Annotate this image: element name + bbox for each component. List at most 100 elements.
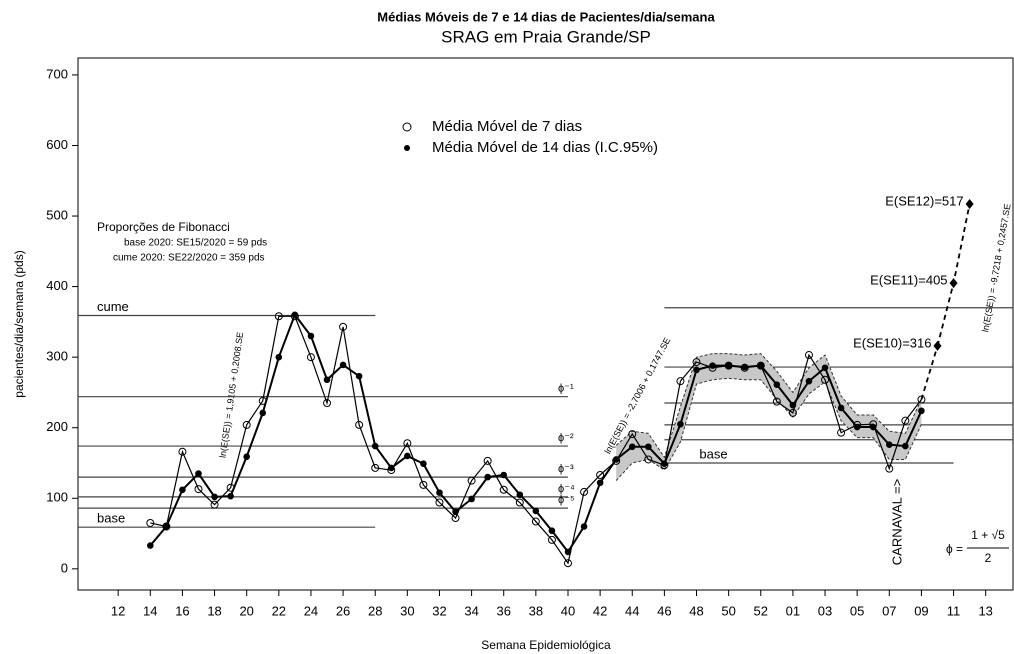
series-marker: [596, 479, 604, 487]
x-tick-label: 46: [657, 603, 671, 618]
series-marker: [419, 480, 428, 489]
series-marker: [179, 486, 186, 494]
y-tick-label: 400: [46, 278, 68, 293]
series-marker: [741, 363, 749, 371]
series-marker: [902, 442, 909, 450]
regression-label: ln(E(SE)) = 1,9105 + 0,2008.SE: [218, 331, 246, 458]
x-tick-label: 03: [818, 603, 832, 618]
series-marker: [547, 535, 556, 544]
x-tick-label: 34: [464, 603, 478, 618]
x-tick-label: 50: [721, 603, 735, 618]
series-marker: [227, 492, 234, 500]
y-tick-label: 100: [46, 490, 68, 505]
series-marker: [837, 428, 846, 437]
series-marker: [676, 377, 685, 386]
projection-label: E(SE10)=316: [853, 335, 931, 350]
series-marker: [661, 460, 668, 468]
projection-label: E(SE11)=405: [870, 273, 947, 288]
series-marker: [918, 407, 925, 415]
series-marker: [725, 362, 732, 369]
fibonacci-title: Proporções de Fibonacci: [97, 220, 230, 234]
legend-label: Média Móvel de 14 dias (I.C.95%): [432, 139, 658, 156]
series-marker: [355, 372, 363, 380]
series-marker: [306, 353, 315, 362]
series-marker: [516, 491, 524, 499]
series-marker: [404, 452, 411, 460]
series-marker: [499, 485, 508, 494]
x-tick-label: 16: [175, 603, 189, 618]
x-tick-label: 30: [400, 603, 414, 618]
level-label: base: [699, 446, 727, 461]
series-marker: [339, 322, 348, 331]
series-marker: [853, 423, 861, 431]
x-tick-label: 18: [207, 603, 221, 618]
plot-frame: [77, 57, 1014, 591]
series-marker: [274, 312, 283, 321]
series-marker: [532, 507, 540, 515]
series-marker: [773, 381, 781, 388]
x-tick-label: 05: [850, 603, 864, 618]
legend-marker: [404, 145, 410, 151]
series-marker: [451, 514, 460, 523]
series-marker: [612, 456, 620, 463]
y-tick-label: 0: [61, 560, 68, 575]
x-tick-label: 32: [432, 603, 446, 618]
level-label: cume: [97, 299, 129, 314]
projection-marker: [949, 278, 958, 289]
x-tick-label: 40: [561, 603, 575, 618]
series-marker: [869, 423, 877, 431]
series-marker: [307, 332, 315, 340]
series-marker: [435, 498, 444, 507]
projection-connector: [920, 345, 939, 400]
series-marker: [467, 476, 476, 485]
series-marker: [563, 559, 572, 568]
series-marker: [548, 527, 556, 535]
series-marker: [258, 396, 267, 405]
series-marker: [531, 517, 540, 526]
x-tick-label: 09: [914, 603, 928, 618]
carnaval-label: CARNAVAL =>: [889, 479, 904, 565]
level-label: ϕ⁻³: [558, 463, 574, 475]
y-tick-label: 700: [46, 66, 68, 81]
series-marker: [420, 460, 427, 468]
series-marker: [323, 399, 332, 408]
series-marker: [162, 522, 171, 531]
series-marker: [211, 493, 218, 501]
series-marker: [194, 485, 203, 494]
series-marker: [885, 464, 894, 473]
fibonacci-base: base 2020: SE15/2020 = 59 pds: [124, 238, 267, 249]
x-tick-label: 36: [496, 603, 510, 618]
series-marker: [355, 420, 364, 429]
series-marker: [500, 471, 508, 479]
series-marker: [885, 441, 893, 448]
x-tick-label: 20: [239, 603, 253, 618]
series-marker: [901, 416, 910, 425]
phi-formula: 1 + √5: [971, 528, 1005, 542]
series-marker: [709, 362, 716, 369]
series-marker: [195, 470, 202, 477]
x-tick-label: 28: [368, 603, 382, 618]
x-tick-label: 42: [593, 603, 607, 618]
level-label: base: [97, 511, 125, 526]
chart-subtitle: SRAG em Praia Grande/SP: [441, 27, 651, 46]
series-marker: [789, 401, 797, 409]
series-marker: [580, 487, 589, 496]
series-marker: [436, 489, 443, 496]
series-marker: [677, 420, 684, 428]
x-tick-label: 07: [882, 603, 896, 618]
series-marker: [210, 500, 219, 509]
projection-marker: [933, 340, 942, 351]
series-marker: [483, 456, 492, 465]
x-tick-label: 01: [786, 603, 800, 618]
series-marker: [291, 311, 299, 319]
series-marker: [323, 376, 331, 384]
level-label: ϕ⁻²: [558, 432, 574, 444]
x-tick-label: 11: [947, 603, 961, 618]
level-label: ϕ⁻⁴: [558, 483, 575, 495]
phi-formula: ϕ =: [946, 542, 963, 556]
series-marker: [339, 361, 347, 369]
series-marker: [178, 447, 187, 456]
x-tick-label: 38: [529, 603, 543, 618]
